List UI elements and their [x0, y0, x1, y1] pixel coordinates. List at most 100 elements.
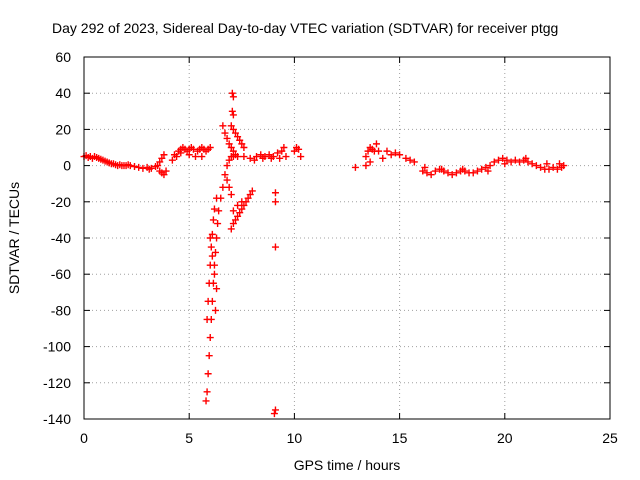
data-point — [225, 140, 233, 148]
data-point — [212, 248, 219, 256]
data-point — [204, 370, 212, 378]
data-points — [80, 89, 568, 418]
data-point — [213, 194, 221, 202]
data-point — [185, 151, 193, 159]
data-point — [225, 156, 233, 164]
chart-title: Day 292 of 2023, Sidereal Day-to-day VTE… — [52, 20, 558, 36]
data-point — [244, 194, 252, 202]
data-point — [396, 151, 404, 159]
data-point — [238, 140, 246, 148]
data-point — [248, 187, 256, 195]
data-point — [147, 164, 155, 172]
data-point — [234, 153, 242, 161]
data-point — [499, 154, 507, 162]
data-point — [240, 201, 248, 209]
data-point — [228, 107, 236, 115]
data-point — [202, 397, 210, 405]
data-point — [402, 154, 410, 162]
data-point — [170, 151, 178, 159]
data-point — [406, 156, 414, 164]
y-axis-label: SDTVAR / TECUs — [6, 182, 22, 294]
data-point — [532, 162, 540, 170]
data-point — [379, 154, 387, 162]
data-point — [469, 169, 477, 177]
data-point — [537, 163, 545, 171]
data-point — [206, 261, 214, 269]
x-tick-label: 25 — [602, 430, 618, 446]
data-point — [482, 163, 490, 171]
data-point — [421, 163, 429, 171]
y-tick-label: -100 — [43, 339, 71, 355]
data-point — [212, 306, 219, 314]
data-point — [214, 220, 222, 228]
data-point — [375, 147, 383, 155]
data-point — [431, 167, 439, 175]
data-point — [139, 164, 147, 172]
data-point — [560, 162, 568, 170]
data-point — [223, 134, 231, 142]
y-tick-label: 40 — [55, 85, 71, 101]
data-point — [205, 279, 213, 287]
data-point — [221, 129, 229, 137]
data-point — [206, 234, 214, 242]
data-point — [229, 111, 237, 119]
data-point — [271, 189, 279, 197]
y-tick-label: -40 — [51, 230, 71, 246]
data-point — [160, 171, 168, 179]
y-tick-label: -20 — [51, 194, 71, 210]
data-point — [490, 158, 498, 166]
y-tick-label: -60 — [51, 266, 71, 282]
data-point — [162, 167, 170, 175]
data-point — [528, 160, 536, 168]
data-point — [438, 165, 446, 173]
data-point — [473, 167, 481, 175]
data-point — [549, 163, 557, 171]
data-point — [280, 144, 288, 151]
data-point — [351, 163, 359, 171]
data-point — [160, 151, 168, 159]
data-point — [154, 162, 162, 170]
data-point — [253, 153, 261, 161]
data-point — [278, 147, 286, 155]
data-point — [459, 165, 467, 173]
data-point — [423, 169, 431, 177]
x-tick-label: 15 — [392, 430, 408, 446]
x-tick-label: 5 — [185, 430, 193, 446]
data-point — [503, 156, 511, 164]
y-tick-label: 60 — [55, 49, 71, 65]
data-point — [234, 133, 242, 141]
data-point — [282, 153, 290, 161]
data-point — [156, 158, 164, 166]
data-point — [236, 136, 244, 144]
data-point — [271, 243, 279, 251]
data-point — [444, 169, 452, 177]
data-point — [484, 167, 492, 175]
data-point — [213, 285, 221, 293]
data-point — [158, 154, 166, 162]
data-point — [419, 167, 427, 175]
x-tick-label: 0 — [80, 430, 88, 446]
data-point — [410, 158, 418, 166]
data-point — [366, 158, 374, 166]
data-point — [274, 149, 282, 157]
data-point — [227, 122, 235, 130]
data-point — [229, 147, 237, 155]
data-point — [545, 165, 553, 173]
data-point — [271, 406, 279, 414]
data-point — [290, 147, 298, 155]
data-point — [543, 160, 551, 168]
data-point — [198, 153, 206, 161]
data-point — [210, 205, 218, 213]
data-point — [209, 216, 217, 224]
data-point — [387, 151, 395, 159]
data-point — [516, 158, 524, 166]
data-point — [208, 230, 216, 238]
x-axis-label: GPS time / hours — [294, 457, 401, 473]
data-point — [452, 169, 460, 177]
data-point — [362, 162, 370, 170]
data-point — [270, 410, 278, 418]
data-point — [227, 225, 235, 233]
data-point — [192, 153, 200, 161]
data-point — [221, 171, 229, 179]
data-point — [213, 234, 221, 242]
